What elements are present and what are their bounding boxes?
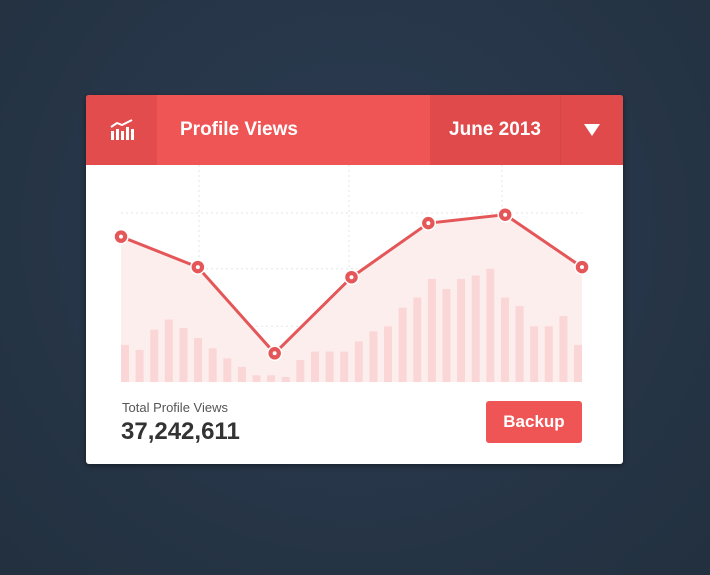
data-point-center (119, 234, 123, 239)
bar (267, 375, 276, 382)
bar (194, 338, 203, 382)
bar (310, 351, 319, 382)
bar (398, 307, 407, 382)
area-fill (121, 214, 582, 382)
date-selector[interactable]: June 2013 (430, 95, 561, 165)
bar (471, 275, 480, 382)
data-point-center (503, 212, 508, 217)
bar (530, 326, 539, 382)
profile-views-chart (113, 165, 590, 382)
bar-chart-trend-icon (86, 95, 157, 165)
bar (515, 305, 524, 382)
bar (384, 326, 393, 382)
profile-views-card: Profile Views June 2013 Total Profile Vi… (86, 95, 623, 464)
data-point-center (272, 351, 277, 356)
data-point-center (349, 275, 354, 280)
bar (135, 349, 144, 382)
bar (252, 375, 261, 382)
bar (486, 268, 495, 382)
bar (281, 376, 290, 382)
bar (296, 360, 305, 382)
bar (559, 316, 568, 382)
bar (208, 348, 217, 382)
data-point-center (195, 265, 200, 270)
bar (179, 327, 188, 382)
bar (150, 329, 159, 382)
total-value: 37,242,611 (121, 418, 240, 445)
data-point-center (580, 265, 584, 270)
data-point-center (426, 221, 431, 226)
bar (544, 326, 553, 382)
bar (340, 351, 349, 382)
bar (237, 366, 246, 382)
bar (457, 278, 466, 382)
bar (442, 289, 451, 382)
card-header: Profile Views June 2013 (86, 95, 623, 165)
bar (413, 297, 422, 382)
bar (500, 297, 509, 382)
bar (574, 344, 582, 382)
bar (325, 351, 334, 382)
bar (164, 319, 173, 382)
bar (354, 341, 363, 382)
bar (427, 278, 436, 382)
bar (223, 358, 232, 382)
dropdown-button[interactable] (561, 95, 623, 165)
backup-button[interactable]: Backup (486, 401, 582, 443)
card-title: Profile Views (180, 119, 298, 140)
total-label: Total Profile Views (122, 400, 228, 415)
triangle-down-icon (584, 124, 600, 136)
bar (369, 331, 378, 382)
bar (121, 344, 129, 382)
